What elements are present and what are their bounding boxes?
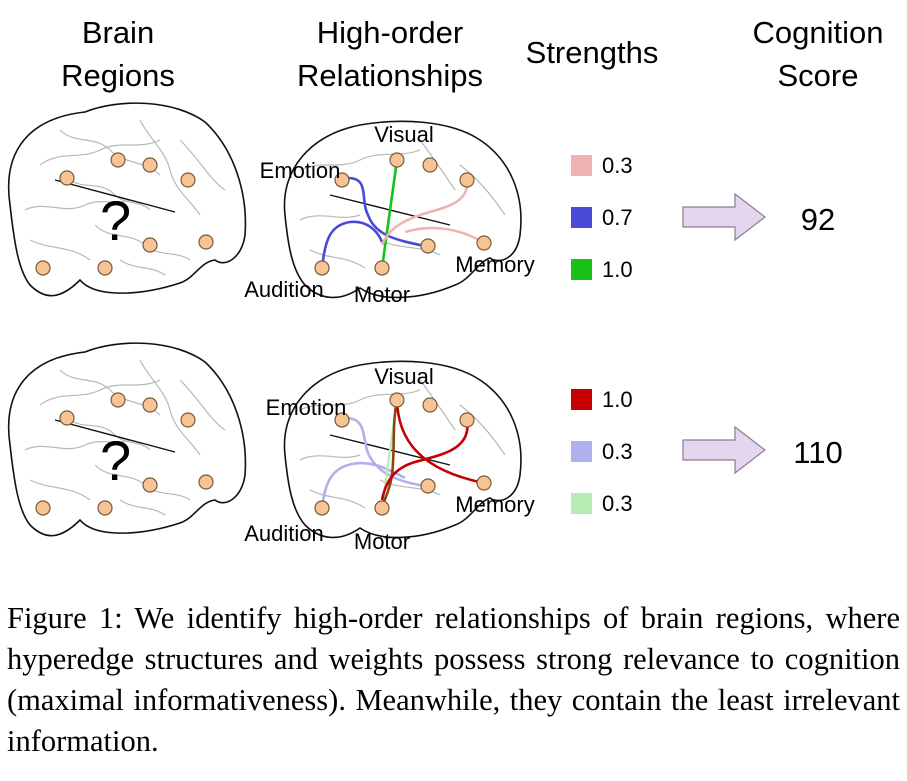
- legend-value: 0.3: [602, 491, 633, 516]
- region-node: [420, 478, 436, 494]
- legend-value: 0.3: [602, 439, 633, 464]
- figure-diagram: Brain Regions High-order Relationships S…: [7, 15, 884, 554]
- header-strengths: Strengths: [526, 35, 659, 70]
- edge-weak-1: [380, 179, 469, 246]
- region-node: [459, 172, 475, 188]
- region-node-visual: [389, 392, 405, 408]
- legend-swatch: [571, 493, 592, 514]
- edge-strong-1: [380, 419, 469, 501]
- region-node: [422, 397, 438, 413]
- legend-value: 0.3: [602, 153, 633, 178]
- figure-caption: Figure 1: We identify high-order relatio…: [7, 601, 900, 758]
- region-node: [459, 412, 475, 428]
- region-node: [422, 157, 438, 173]
- header-relationships-line1: High-order: [317, 15, 463, 50]
- label-motor: Motor: [354, 282, 410, 307]
- legend-value: 0.7: [602, 205, 633, 230]
- label-audition: Audition: [244, 521, 324, 546]
- header-brain-regions-line2: Regions: [61, 58, 175, 93]
- region-node-emotion: [334, 412, 350, 428]
- region-node-audition: [314, 500, 330, 516]
- label-memory: Memory: [455, 252, 534, 277]
- header-brain-regions-line1: Brain: [82, 15, 154, 50]
- label-emotion: Emotion: [260, 158, 341, 183]
- edge-emotion-memory: [347, 176, 426, 248]
- strength-legend-row2: 1.0 0.3 0.3: [571, 387, 633, 516]
- header-cognition-score: Cognition Score: [753, 15, 884, 93]
- label-audition: Audition: [244, 277, 324, 302]
- edge-emotion-memory: [347, 416, 426, 488]
- region-node-motor: [374, 500, 390, 516]
- unknown-mark-row2: ?: [100, 429, 131, 492]
- label-visual: Visual: [374, 364, 434, 389]
- edge-audition-link: [320, 461, 406, 509]
- legend-swatch: [571, 155, 592, 176]
- edge-visual-motor: [380, 159, 399, 269]
- region-node-emotion: [334, 172, 350, 188]
- region-node-memory: [476, 475, 492, 491]
- arrow-right-icon: [682, 425, 766, 475]
- cognition-score-row2: 110: [793, 435, 842, 470]
- brain-regions-row1: ?: [7, 102, 247, 297]
- relationship-brain-row2: Visual Emotion Memory Audition Motor: [244, 360, 535, 554]
- strength-legend-row1: 0.3 0.7 1.0: [571, 153, 633, 282]
- label-emotion: Emotion: [266, 395, 347, 420]
- edge-strong-2: [395, 399, 485, 485]
- header-relationships-line2: Relationships: [297, 58, 483, 93]
- header-relationships: High-order Relationships: [297, 15, 483, 93]
- region-node-audition: [314, 260, 330, 276]
- header-cognition-line1: Cognition: [753, 15, 884, 50]
- legend-value: 1.0: [602, 257, 633, 282]
- arrow-right-icon: [682, 192, 766, 242]
- region-node-motor: [374, 260, 390, 276]
- unknown-mark-row1: ?: [100, 189, 131, 252]
- edge-audition-link: [320, 220, 384, 269]
- region-node-memory: [476, 235, 492, 251]
- legend-swatch: [571, 259, 592, 280]
- label-visual: Visual: [374, 122, 434, 147]
- region-node-visual: [389, 152, 405, 168]
- legend-value: 1.0: [602, 387, 633, 412]
- label-memory: Memory: [455, 492, 534, 517]
- legend-swatch: [571, 441, 592, 462]
- label-motor: Motor: [354, 529, 410, 554]
- cognition-score-row1: 92: [801, 202, 835, 237]
- region-node: [420, 238, 436, 254]
- legend-swatch: [571, 389, 592, 410]
- header-brain-regions: Brain Regions: [61, 15, 175, 93]
- edge-weak-2: [404, 226, 485, 245]
- relationship-brain-row1: Visual Emotion Memory Audition Motor: [244, 120, 535, 307]
- legend-swatch: [571, 207, 592, 228]
- brain-regions-row2: ?: [7, 342, 247, 537]
- header-cognition-line2: Score: [778, 58, 859, 93]
